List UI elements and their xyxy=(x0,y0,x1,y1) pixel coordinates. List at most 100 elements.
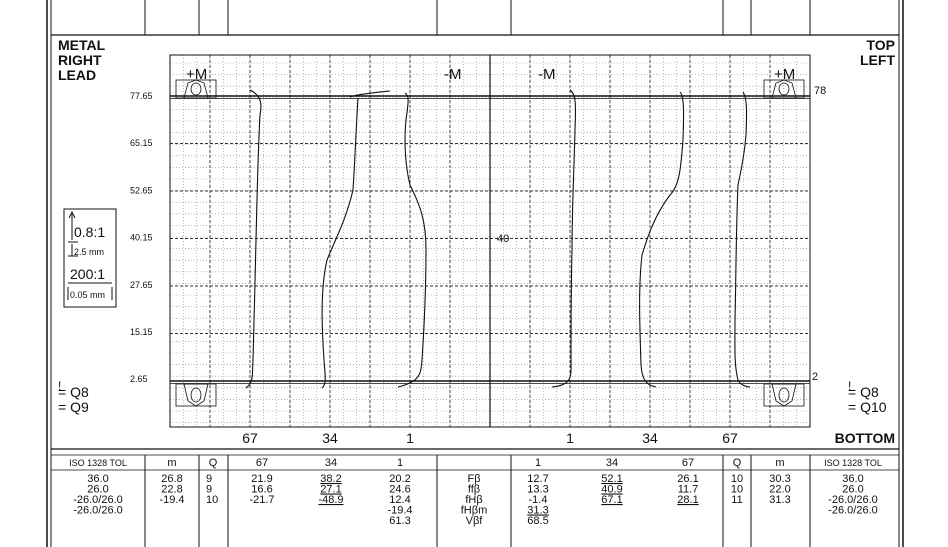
table-header-m-right: m xyxy=(775,457,784,469)
title-left-line-3: LEAD xyxy=(58,67,96,83)
table-header-1-left: 1 xyxy=(397,457,403,469)
table-cell-tol-right: 36.0 xyxy=(842,473,863,485)
table-cell-c1-right: 12.7 xyxy=(527,473,548,485)
table-cell-params: Vβf xyxy=(466,515,484,527)
title-right-line-1: TOP xyxy=(866,37,895,53)
table-cell-c1-right: 31.3 xyxy=(527,505,548,517)
trace-tooth-1-right xyxy=(551,89,577,388)
table-cell-c34-left: 38.2 xyxy=(320,473,341,485)
table-cell-c34-left: -48.9 xyxy=(318,494,343,506)
quality-left-2: = Q9 xyxy=(58,399,89,415)
y-tick-label: 40.15 xyxy=(130,233,153,243)
table-cell-c1-left: 20.2 xyxy=(389,473,410,485)
scale-box xyxy=(63,208,117,308)
quality-left-1: = Q8 xyxy=(58,384,89,400)
table-cell-tol-left: 36.0 xyxy=(87,473,108,485)
table-cell-q-left: 9 xyxy=(206,484,212,496)
table-cell-c1-right: -1.4 xyxy=(529,494,548,506)
y-tick-label: 2.65 xyxy=(130,374,148,384)
table-header-34-left: 34 xyxy=(325,457,337,469)
table-header-q-left: Q xyxy=(209,457,218,469)
table-cell-params: fHβ xyxy=(465,494,482,506)
table-cell-q-left: 9 xyxy=(206,473,212,485)
table-cell-tol-left: -26.0/26.0 xyxy=(73,505,123,517)
table-cell-c1-left: 61.3 xyxy=(389,515,410,527)
flank-mark-2: -M xyxy=(444,66,462,83)
title-left-line-2: RIGHT xyxy=(58,52,102,68)
table-header-34-right: 34 xyxy=(606,457,618,469)
table-cell-m-right: 31.3 xyxy=(769,494,790,506)
quality-left: ! = Q8 = Q9 xyxy=(58,379,89,415)
table-cell-c1-right: 68.5 xyxy=(527,515,548,527)
table-header-67-right: 67 xyxy=(682,457,694,469)
scale-horizontal-unit: 0.05 mm xyxy=(70,290,105,300)
quality-right-1: = Q8 xyxy=(848,384,879,400)
svg-text:!: ! xyxy=(58,379,61,393)
table-cell-c1-left: -19.4 xyxy=(387,505,412,517)
bottom-right-label: BOTTOM xyxy=(835,430,895,446)
table-cell-c67-left: 16.6 xyxy=(251,484,272,496)
marker-top: 78 xyxy=(814,85,826,97)
flank-mark-1: +M xyxy=(186,66,207,83)
y-tick-label: 65.15 xyxy=(130,138,153,148)
table-cell-c34-right: 52.1 xyxy=(601,473,622,485)
table-cell-q-right: 10 xyxy=(731,473,743,485)
table-header-tol-right: ISO 1328 TOL xyxy=(824,458,882,468)
table-cell-c67-left: 21.9 xyxy=(251,473,272,485)
table-cell-tol-right: -26.0/26.0 xyxy=(828,505,878,517)
trace-tooth-34-right xyxy=(639,91,685,388)
lead-traces xyxy=(245,89,751,389)
scale-horizontal-ratio: 200:1 xyxy=(70,266,105,282)
table-cell-m-left: 26.8 xyxy=(161,473,182,485)
y-tick-label: 52.65 xyxy=(130,185,153,195)
tooth-label-right-1: 1 xyxy=(566,430,574,446)
table-cell-m-left: -19.4 xyxy=(159,494,184,506)
gear-tooth-icon xyxy=(763,383,805,407)
gear-tooth-icon xyxy=(175,79,217,99)
y-axis-ticks: 77.65 65.15 52.65 40.15 27.65 15.15 2.65 xyxy=(130,91,153,384)
table-cell-tol-right: 26.0 xyxy=(842,484,863,496)
flank-mark-4: +M xyxy=(774,66,795,83)
table-cell-tol-left: -26.0/26.0 xyxy=(73,494,123,506)
svg-text:!: ! xyxy=(848,379,851,393)
table-cell-c34-right: 40.9 xyxy=(601,484,622,496)
flank-mark-3: -M xyxy=(538,66,556,83)
table-grid xyxy=(144,455,811,547)
title-right-line-2: LEFT xyxy=(860,52,895,68)
marker-bottom: 2 xyxy=(812,371,818,383)
table-cell-c34-right: 67.1 xyxy=(601,494,622,506)
table-cell-m-right: 30.3 xyxy=(769,473,790,485)
quality-right: ! = Q8 = Q10 xyxy=(848,379,887,415)
table-header-m-left: m xyxy=(167,457,176,469)
table-cell-q-right: 11 xyxy=(731,494,742,506)
marker-middle: 40 xyxy=(497,233,509,245)
trace-tooth-67-right xyxy=(734,91,751,388)
table-cell-params: Fβ xyxy=(467,473,480,485)
page-frame xyxy=(46,0,904,547)
table-cell-m-right: 22.0 xyxy=(769,484,790,496)
scale-vertical-unit: 2.5 mm xyxy=(74,247,104,257)
table-cell-c67-left: -21.7 xyxy=(249,494,274,506)
table-cell-m-left: 22.8 xyxy=(161,484,182,496)
tooth-label-left-1: 1 xyxy=(406,430,414,446)
table-cell-tol-right: -26.0/26.0 xyxy=(828,494,878,506)
table-cell-c34-left: 27.1 xyxy=(320,484,341,496)
gear-tooth-icon xyxy=(175,383,217,407)
y-tick-label: 27.65 xyxy=(130,280,153,290)
tooth-label-left-67: 67 xyxy=(242,430,258,446)
table-cell-q-left: 10 xyxy=(206,494,218,506)
tooth-label-right-67: 67 xyxy=(722,430,738,446)
table-cell-c1-left: 12.4 xyxy=(389,494,410,506)
table-cell-c67-right: 11.7 xyxy=(678,484,699,496)
tooth-label-right-34: 34 xyxy=(642,430,658,446)
table-header-q-right: Q xyxy=(733,457,742,469)
scale-vertical-ratio: 0.8:1 xyxy=(74,224,105,240)
table-cell-params: fHβm xyxy=(461,505,488,517)
table-cell-q-right: 10 xyxy=(731,484,743,496)
tooth-label-left-34: 34 xyxy=(322,430,338,446)
table-header-tol-left: ISO 1328 TOL xyxy=(69,458,127,468)
table-header-1-right: 1 xyxy=(535,457,541,469)
trace-tooth-1-left xyxy=(397,92,427,388)
table-header-67-left: 67 xyxy=(256,457,268,469)
